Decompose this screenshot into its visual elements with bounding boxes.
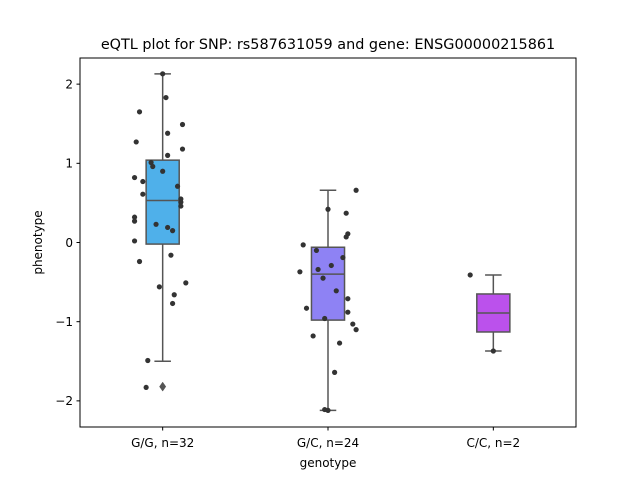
data-point <box>140 191 146 197</box>
data-point <box>345 296 351 302</box>
x-tick-label: G/C, n=24 <box>297 436 359 450</box>
data-point <box>169 228 176 234</box>
iqr-box <box>310 246 346 321</box>
data-point <box>315 266 321 273</box>
data-point <box>131 218 138 224</box>
data-point <box>160 71 166 77</box>
data-point <box>165 224 171 231</box>
chart-title: eQTL plot for SNP: rs587631059 and gene:… <box>101 37 555 53</box>
y-tick-label: 0 <box>65 236 73 250</box>
x-axis-label: genotype <box>300 456 357 470</box>
data-point <box>148 159 154 166</box>
data-point <box>332 369 338 375</box>
y-axis-label: phenotype <box>31 210 45 274</box>
data-point <box>169 300 176 307</box>
outlier-marker <box>159 381 167 392</box>
data-point <box>143 384 149 391</box>
data-point <box>136 109 143 115</box>
data-point <box>131 214 138 220</box>
data-point <box>467 272 473 278</box>
data-point <box>303 305 310 311</box>
genotype-group <box>467 272 511 354</box>
genotype-group <box>131 71 189 392</box>
data-point <box>328 262 334 269</box>
data-point <box>165 130 171 136</box>
data-point <box>163 94 169 101</box>
data-point <box>336 340 343 346</box>
data-point <box>131 238 138 244</box>
plot-area <box>131 71 511 413</box>
data-point <box>322 315 328 322</box>
data-point <box>133 139 139 145</box>
y-axis: 2 1 0 −1 −2 <box>55 77 80 408</box>
data-point <box>178 199 184 205</box>
data-point <box>165 152 171 158</box>
genotype-group <box>297 187 359 413</box>
data-point <box>325 407 331 413</box>
data-point <box>313 247 320 254</box>
x-axis: G/G, n=32 G/C, n=24 C/C, n=2 <box>131 427 520 450</box>
data-point <box>168 252 174 258</box>
data-point <box>174 183 181 189</box>
data-point <box>160 168 166 174</box>
data-point <box>150 163 156 170</box>
data-point <box>490 348 496 354</box>
data-point <box>156 284 162 290</box>
data-point <box>353 187 359 193</box>
y-tick-label: 2 <box>65 77 73 91</box>
data-point <box>340 254 346 261</box>
data-point <box>343 234 349 240</box>
x-tick-label: G/G, n=32 <box>131 436 194 450</box>
data-point <box>140 178 146 185</box>
data-point <box>343 210 349 216</box>
data-point <box>136 258 143 265</box>
data-point <box>333 288 339 294</box>
data-point <box>178 203 184 209</box>
data-point <box>145 357 151 364</box>
data-point <box>131 174 138 181</box>
data-point <box>345 309 351 315</box>
y-tick-label: 1 <box>65 157 73 171</box>
data-point <box>179 146 186 152</box>
x-tick-label: C/C, n=2 <box>466 436 520 450</box>
data-point <box>300 242 306 248</box>
data-point <box>297 269 303 275</box>
data-point <box>350 321 356 327</box>
data-point <box>353 327 359 333</box>
y-tick-label: −1 <box>55 315 73 329</box>
data-point <box>320 275 326 281</box>
data-point <box>171 292 177 298</box>
data-point <box>153 221 159 227</box>
data-point <box>183 280 189 286</box>
y-tick-label: −2 <box>55 394 73 408</box>
data-point <box>310 333 316 339</box>
data-point <box>325 206 331 212</box>
data-point <box>179 121 186 128</box>
